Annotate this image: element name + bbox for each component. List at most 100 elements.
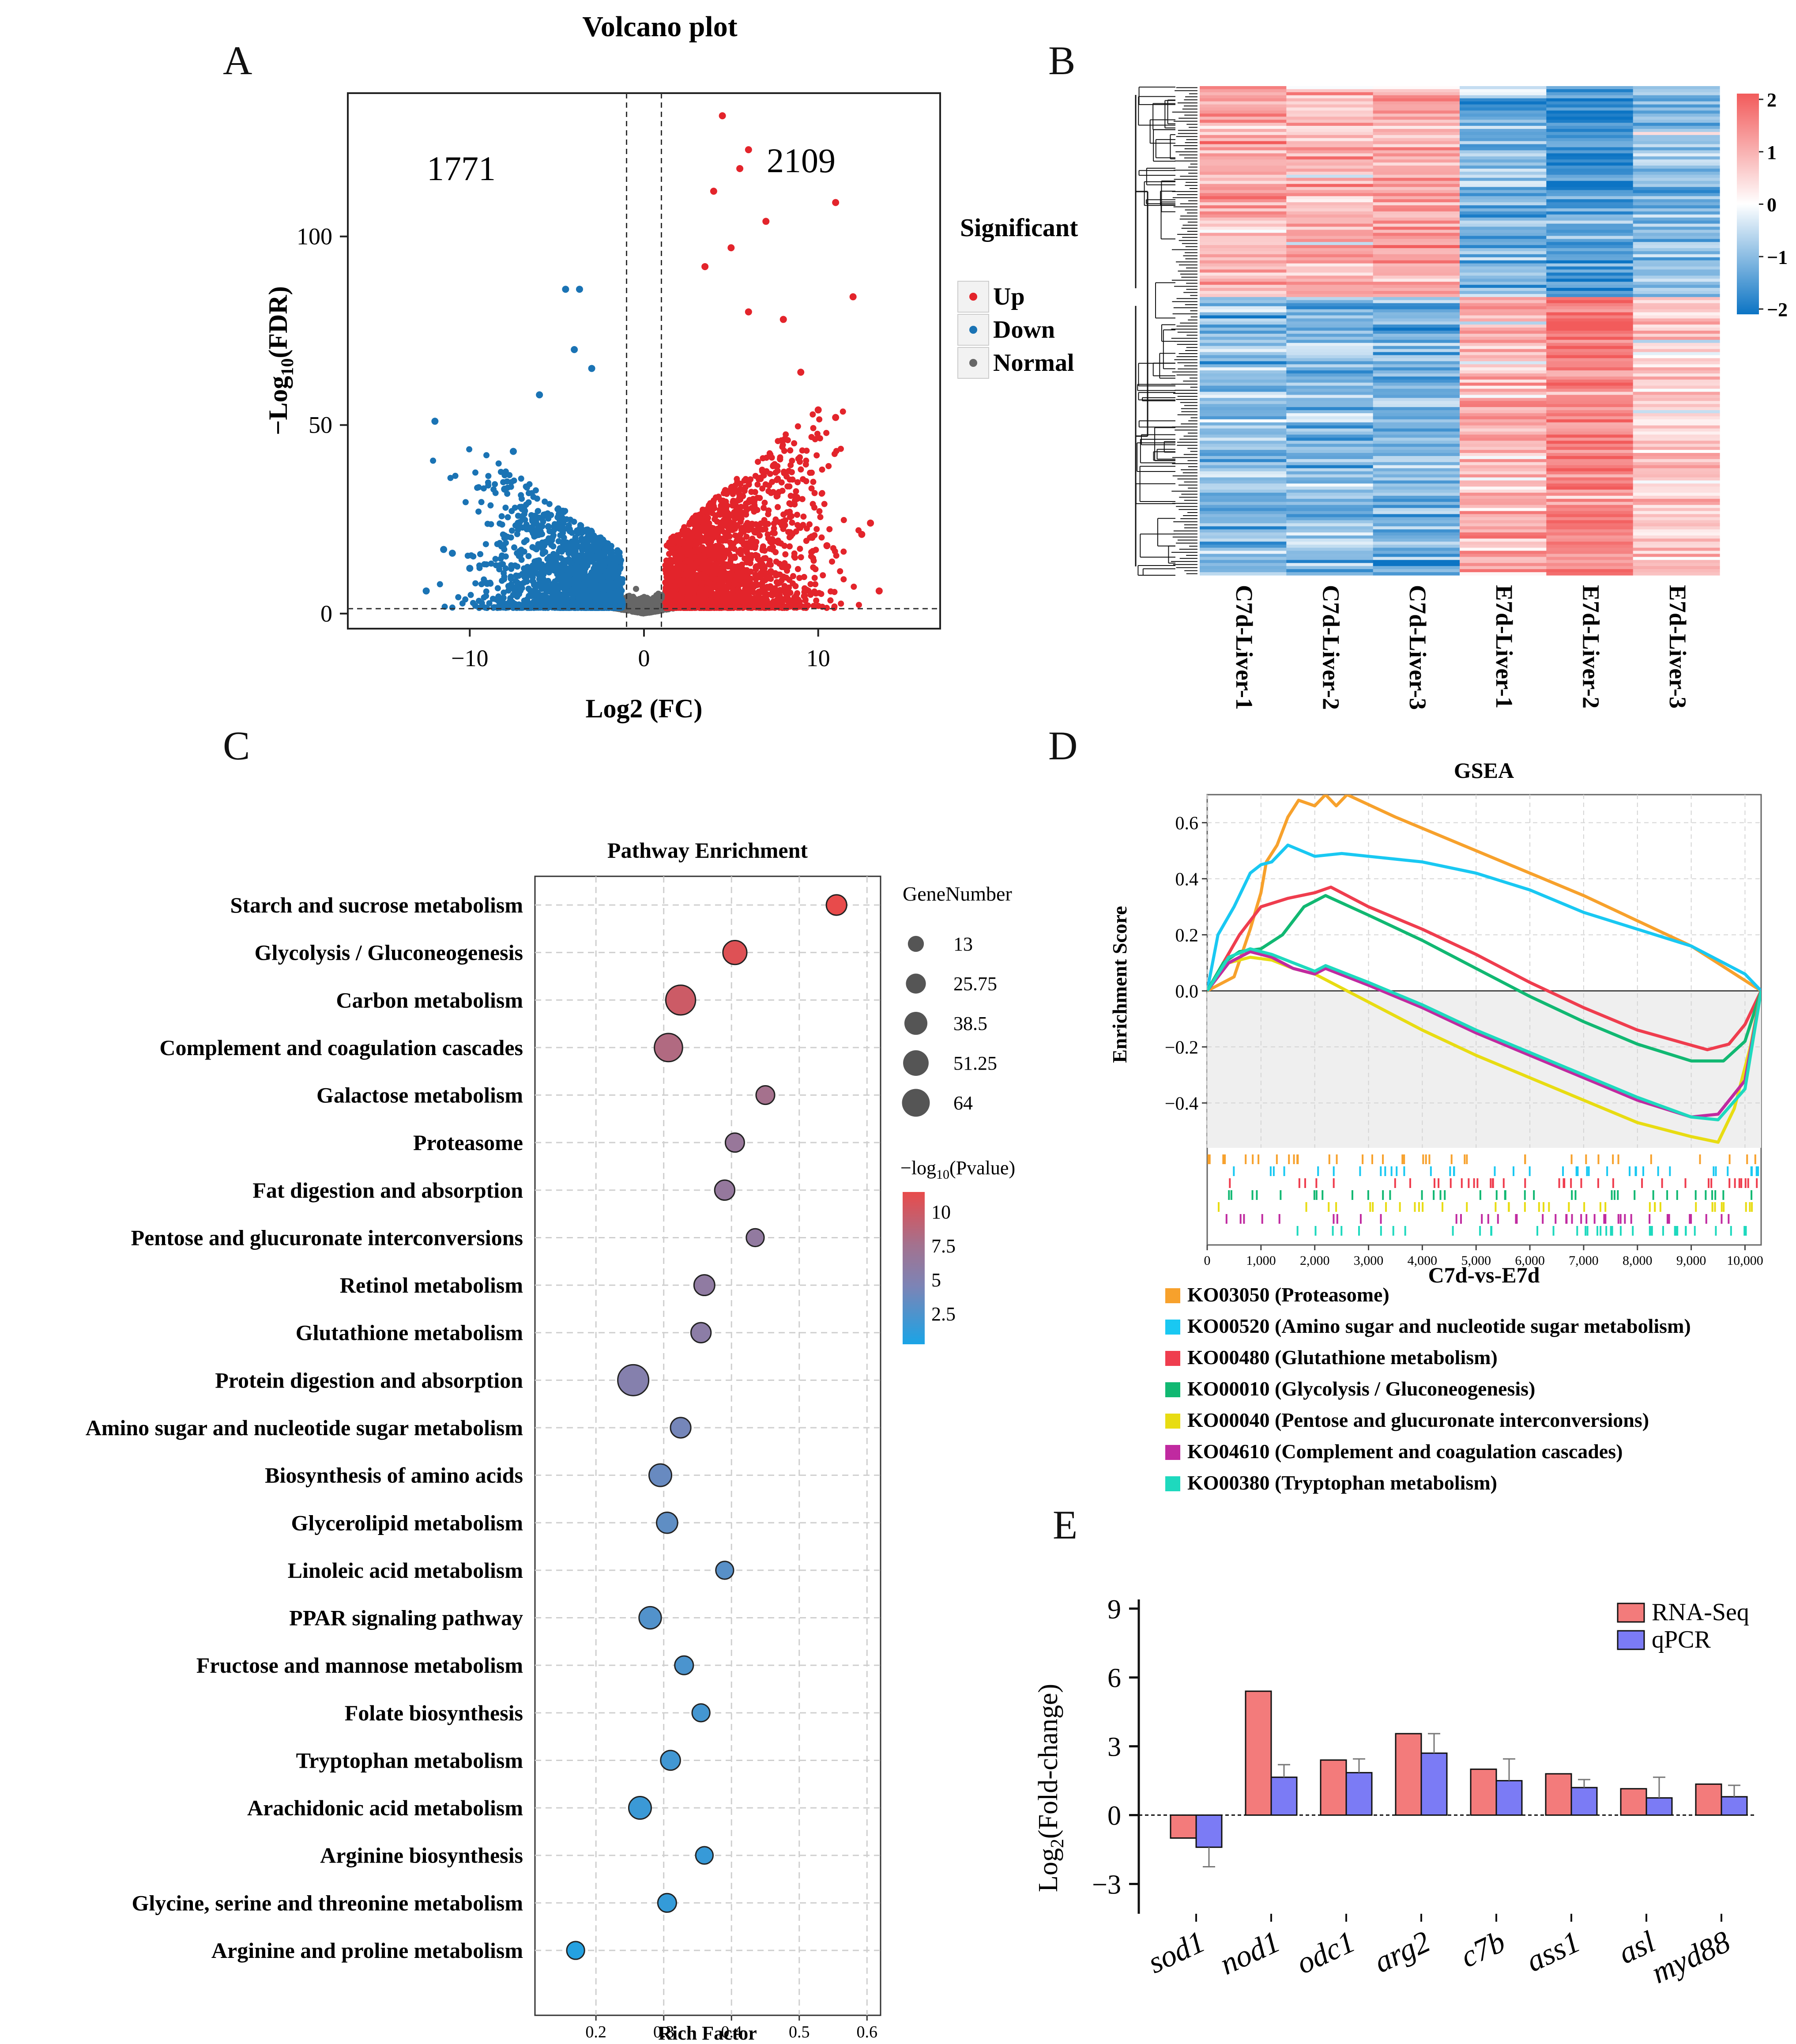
down-point <box>466 446 473 453</box>
up-point <box>786 597 792 604</box>
up-point <box>753 582 760 588</box>
down-point <box>561 561 568 567</box>
down-point <box>585 587 591 594</box>
up-point <box>719 502 726 509</box>
down-point <box>574 602 581 608</box>
up-point <box>787 493 794 499</box>
down-point <box>550 527 557 534</box>
up-point <box>813 597 820 604</box>
down-point <box>518 547 524 553</box>
down-point <box>574 583 580 590</box>
down-point <box>528 604 535 611</box>
up-point <box>774 463 781 469</box>
up-point <box>810 425 817 431</box>
down-point <box>546 501 553 507</box>
down-point <box>597 556 604 562</box>
up-point <box>840 576 847 583</box>
down-point <box>535 508 541 514</box>
down-point <box>500 479 507 486</box>
up-point <box>781 437 787 443</box>
down-point <box>462 596 469 603</box>
down-point <box>580 541 587 548</box>
up-point <box>751 508 757 515</box>
up-point <box>779 598 786 605</box>
up-point <box>793 488 799 494</box>
down-point <box>483 561 489 568</box>
up-point <box>730 498 737 504</box>
down-point <box>539 546 546 552</box>
down-point <box>478 499 485 505</box>
down-point <box>545 577 551 584</box>
up-point <box>761 499 768 506</box>
down-point <box>447 475 454 481</box>
up-point <box>712 516 718 523</box>
panel-letter-e: E <box>1053 1502 1077 1547</box>
up-point <box>674 532 681 539</box>
down-point <box>569 529 575 536</box>
down-point <box>572 569 579 575</box>
down-point <box>535 571 542 578</box>
down-point <box>505 587 512 594</box>
up-point <box>778 577 785 584</box>
down-point <box>511 600 517 607</box>
up-point <box>789 531 796 537</box>
up-point <box>851 584 857 590</box>
down-point <box>505 514 511 520</box>
up-point <box>832 548 838 554</box>
down-point <box>472 469 478 476</box>
down-point <box>555 564 561 570</box>
up-point <box>788 469 795 475</box>
down-point <box>483 593 489 600</box>
down-point <box>517 587 524 594</box>
panel-letter-b: B <box>1048 38 1075 83</box>
down-point <box>485 473 492 479</box>
down-point <box>478 581 485 588</box>
up-point <box>803 457 810 464</box>
down-point <box>484 520 491 527</box>
up-point <box>791 550 798 557</box>
down-point <box>519 495 525 502</box>
down-point <box>508 528 515 534</box>
down-point <box>476 562 483 569</box>
up-point <box>769 479 776 485</box>
up-point <box>797 459 803 465</box>
down-point <box>490 486 497 493</box>
up-point <box>731 546 738 552</box>
down-point <box>558 548 565 555</box>
down-point <box>497 562 504 568</box>
down-point <box>487 502 494 509</box>
up-point <box>783 431 789 438</box>
up-point <box>798 554 804 561</box>
down-point <box>499 577 505 584</box>
normal-point <box>633 585 639 592</box>
down-point <box>558 524 565 531</box>
up-point <box>818 534 825 541</box>
up-point <box>775 475 781 482</box>
up-point <box>761 555 768 562</box>
down-point <box>562 591 569 598</box>
up-point <box>831 451 838 457</box>
down-point <box>531 521 537 528</box>
normal-point <box>649 599 656 605</box>
up-point <box>804 525 810 532</box>
down-point <box>614 581 621 588</box>
up-point <box>794 423 801 430</box>
down-point <box>480 485 487 492</box>
up-point <box>816 508 823 515</box>
up-point <box>810 548 816 554</box>
down-point <box>522 517 528 523</box>
down-point <box>437 581 443 588</box>
up-point <box>808 434 815 440</box>
down-point <box>534 526 540 533</box>
down-point <box>519 571 526 577</box>
down-point <box>492 481 498 487</box>
down-point <box>495 460 502 467</box>
down-point <box>482 541 489 547</box>
down-point <box>525 567 532 573</box>
up-point <box>820 572 826 579</box>
up-point <box>681 532 687 538</box>
down-point <box>483 452 490 459</box>
down-point <box>591 554 598 561</box>
down-point <box>477 551 484 558</box>
down-point <box>581 601 587 608</box>
